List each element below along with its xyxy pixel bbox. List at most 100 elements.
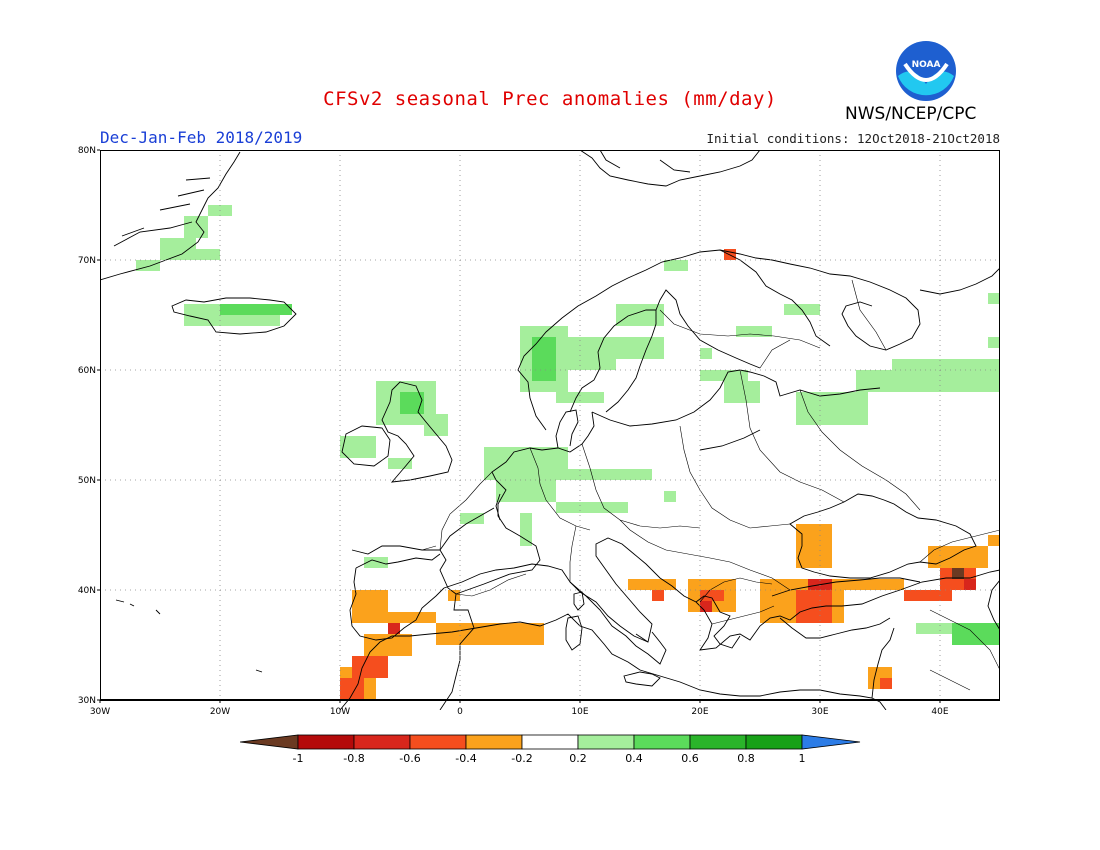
- colorbar-box: [577, 734, 635, 750]
- greenland-coast: [100, 151, 241, 281]
- colorbar-label: 0.2: [569, 752, 587, 765]
- colorbar-label: -0.2: [511, 752, 532, 765]
- anomaly-cell: [988, 293, 1000, 304]
- colorbar-box: [409, 734, 467, 750]
- italy-coast: [569, 581, 667, 665]
- levant-coast: [871, 627, 895, 699]
- anomaly-cell: [628, 579, 676, 590]
- longitude-tick-label: 30E: [811, 707, 828, 717]
- kola-coast: [789, 263, 921, 351]
- anomaly-cell: [988, 535, 1000, 546]
- europe-west-coast: [351, 545, 475, 710]
- season-label: Dec-Jan-Feb 2018/2019: [100, 128, 303, 147]
- latitude-tick-label: 70N: [78, 256, 96, 266]
- axis-ticks: 30N 40N 50N 60N 70N 80N 30W 20W 10W 0 10E 20E 30E 40…: [78, 146, 949, 717]
- sardinia-coast: [565, 615, 583, 651]
- country-borders: [421, 279, 1000, 691]
- turkey-coast: [771, 577, 921, 639]
- colorbar-box: [521, 734, 579, 750]
- anomaly-cell: [796, 590, 832, 623]
- colorbar-label: -0.4: [455, 752, 476, 765]
- longitude-tick-label: 40E: [931, 707, 948, 717]
- colorbar-box: [689, 734, 747, 750]
- anomaly-cell: [556, 392, 604, 403]
- map-title: CFSv2 seasonal Prec anomalies (mm/day): [323, 88, 777, 110]
- latitude-tick-label: 80N: [78, 146, 96, 156]
- anomaly-cell: [568, 469, 652, 480]
- map-frame: [100, 150, 1000, 701]
- anomaly-cell: [388, 623, 400, 634]
- anomaly-cell: [616, 337, 664, 359]
- anomaly-cell: [700, 348, 712, 359]
- sicily-coast: [623, 671, 661, 687]
- anomaly-cell: [856, 370, 892, 392]
- anomaly-cell: [736, 326, 772, 337]
- colorbar-label: 0.6: [681, 752, 699, 765]
- corsica-coast: [573, 591, 585, 611]
- mediterranean-north-coast: [443, 537, 1000, 651]
- anomaly-cell: [844, 579, 904, 590]
- anomaly-cell: [724, 381, 760, 403]
- anomaly-cell: [460, 513, 484, 524]
- colorbar-boxes: [240, 734, 861, 750]
- finland-coast: [655, 289, 761, 369]
- latitude-tick-label: 30N: [78, 696, 96, 706]
- denmark-coast: [555, 409, 579, 449]
- anomaly-cell: [904, 590, 952, 601]
- anomaly-cell: [700, 370, 748, 381]
- anomaly-cell: [988, 337, 1000, 348]
- anomaly-cell: [568, 337, 616, 370]
- initial-conditions-label: Initial conditions: 12Oct2018-21Oct2018: [706, 131, 1001, 146]
- svalbard-coast: [579, 150, 761, 187]
- anomaly-cell: [496, 480, 556, 502]
- iberia-coast: [349, 553, 445, 641]
- anomaly-cell: [400, 392, 424, 414]
- anomaly-cell: [376, 612, 436, 623]
- anomaly-cells: [136, 205, 1000, 700]
- north-africa-coast: [339, 613, 887, 710]
- anomaly-cell: [424, 414, 448, 436]
- anomaly-cell: [700, 601, 712, 612]
- colorbar-box: [745, 734, 803, 750]
- anomaly-cell: [664, 260, 688, 271]
- longitude-tick-label: 0: [457, 707, 463, 717]
- colorbar-label: 1: [799, 752, 806, 765]
- anomaly-cell: [700, 590, 724, 601]
- precipitation-anomaly-map: [100, 150, 1000, 710]
- colorbar-box: [297, 734, 355, 750]
- colorbar-min-arrow: [240, 734, 299, 750]
- anomaly-cell: [436, 623, 544, 645]
- anomaly-cell: [220, 304, 292, 315]
- colorbar-max-arrow: [801, 734, 861, 750]
- agency-label: NWS/NCEP/CPC: [845, 104, 977, 124]
- sweden-coast: [569, 309, 657, 413]
- longitude-tick-label: 30W: [90, 707, 110, 717]
- greece-coast: [695, 595, 741, 649]
- colorbar-label: 0.8: [737, 752, 755, 765]
- anomaly-cell: [652, 590, 664, 601]
- noaa-logo: NOAA: [896, 41, 956, 101]
- latitude-tick-label: 50N: [78, 476, 96, 486]
- longitude-ticks: 30W 20W 10W 0 10E 20E 30E 40E: [90, 700, 949, 717]
- black-sea-coast: [789, 493, 977, 579]
- colorbar-label: 0.4: [625, 752, 643, 765]
- anomaly-cell: [448, 590, 460, 601]
- anomaly-cell: [184, 216, 208, 238]
- anomaly-cell: [952, 568, 964, 579]
- anomaly-cell: [556, 502, 628, 513]
- colorbar-box: [633, 734, 691, 750]
- longitude-tick-label: 10E: [571, 707, 588, 717]
- colorbar-label: -0.8: [343, 752, 364, 765]
- colorbar-label: -1: [293, 752, 304, 765]
- latitude-ticks: 30N 40N 50N 60N 70N 80N: [78, 146, 100, 706]
- anomaly-cell: [136, 260, 160, 271]
- anomaly-cell: [196, 249, 220, 260]
- longitude-tick-label: 10W: [330, 707, 350, 717]
- anomaly-cell: [664, 491, 676, 502]
- caspian-coast: [987, 579, 1000, 631]
- colorbar: -1 -0.8 -0.6 -0.4 -0.2 0.2 0.4 0.6 0.8 1: [240, 734, 861, 765]
- iceland-coast: [171, 297, 297, 335]
- anomaly-cell: [160, 238, 196, 260]
- ireland-coast: [341, 425, 391, 467]
- anomaly-cell: [340, 436, 376, 458]
